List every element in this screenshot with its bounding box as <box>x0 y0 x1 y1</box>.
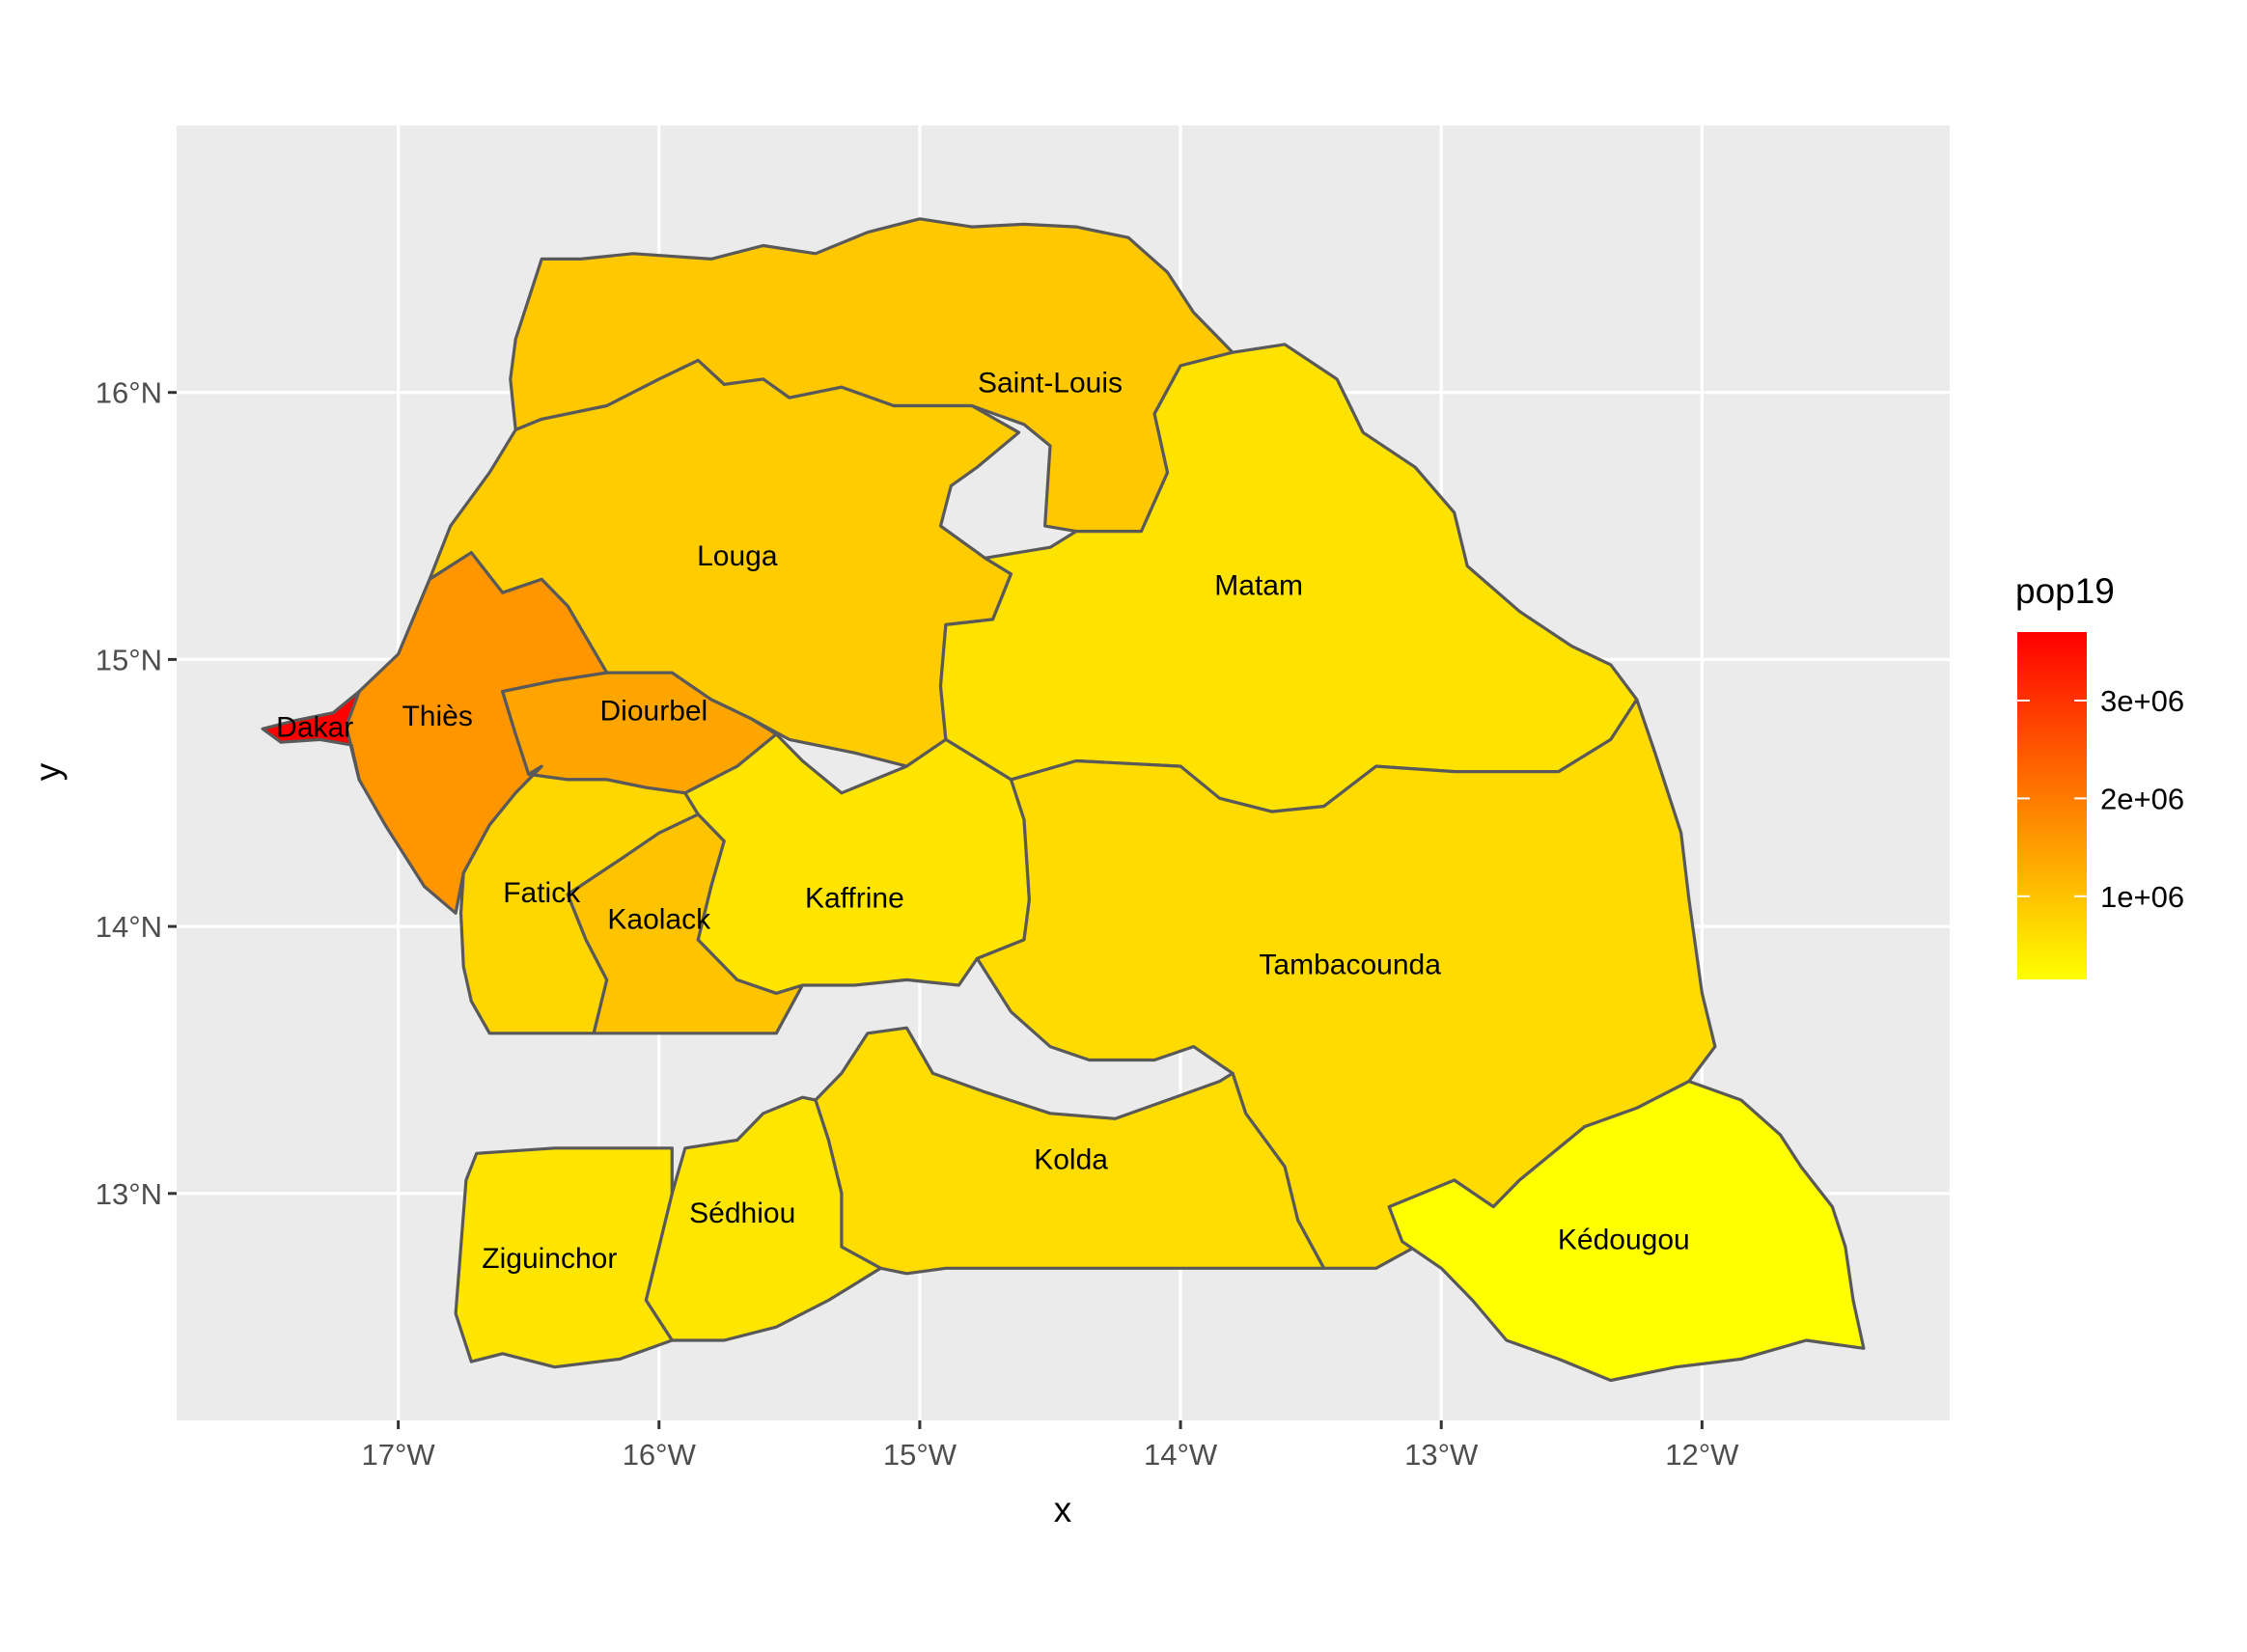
region-label: Thiès <box>402 701 472 732</box>
x-tick-label: 14°W <box>1144 1438 1218 1472</box>
y-tick-label: 15°N <box>96 643 162 676</box>
y-tick-label: 14°N <box>96 910 162 944</box>
region-label: Dakar <box>276 711 353 743</box>
region-label: Fatick <box>503 877 581 909</box>
regions <box>261 217 1866 1383</box>
region-label: Kaolack <box>607 903 711 935</box>
legend-break-label: 3e+06 <box>2100 684 2184 718</box>
region-ziguinchor <box>454 1146 674 1369</box>
legend-ticks: 1e+06 2e+06 3e+06 <box>2017 684 2184 914</box>
region-k-dougou <box>1387 1080 1866 1383</box>
legend: pop19 1e+06 2e+06 3e+06 <box>2015 571 2184 979</box>
legend-title: pop19 <box>2015 571 2115 611</box>
x-axis: 17°W 16°W 15°W 14°W 13°W 12°W <box>362 1420 1739 1472</box>
y-axis: 13°N 14°N 15°N 16°N <box>96 376 177 1211</box>
region-label: Saint-Louis <box>978 367 1123 399</box>
x-axis-title: x <box>1054 1490 1072 1529</box>
region-label: Louga <box>697 540 778 572</box>
legend-colorbar <box>2017 632 2087 979</box>
region-label: Ziguinchor <box>482 1243 617 1275</box>
y-axis-title: y <box>28 762 68 781</box>
region-label: Tambacounda <box>1259 950 1441 981</box>
y-tick-label: 16°N <box>96 376 162 410</box>
region-dakar <box>261 690 361 782</box>
x-tick-label: 13°W <box>1404 1438 1479 1472</box>
region-label: Diourbel <box>600 696 708 728</box>
legend-break-label: 2e+06 <box>2100 782 2184 815</box>
region-labels: Saint-Louis Louga Matam Thiès Diourbel Dakar F… <box>276 367 1690 1275</box>
region-label: Kaffrine <box>805 882 904 914</box>
legend-break-label: 1e+06 <box>2100 880 2184 914</box>
x-tick-label: 12°W <box>1665 1438 1739 1472</box>
region-label: Kolda <box>1034 1144 1108 1176</box>
y-tick-label: 13°N <box>96 1177 162 1211</box>
region-label: Kédougou <box>1558 1225 1690 1256</box>
x-tick-label: 17°W <box>362 1438 436 1472</box>
region-label: Matam <box>1214 570 1303 602</box>
x-tick-label: 16°W <box>623 1438 697 1472</box>
x-tick-label: 15°W <box>883 1438 957 1472</box>
region-label: Sédhiou <box>689 1198 795 1229</box>
